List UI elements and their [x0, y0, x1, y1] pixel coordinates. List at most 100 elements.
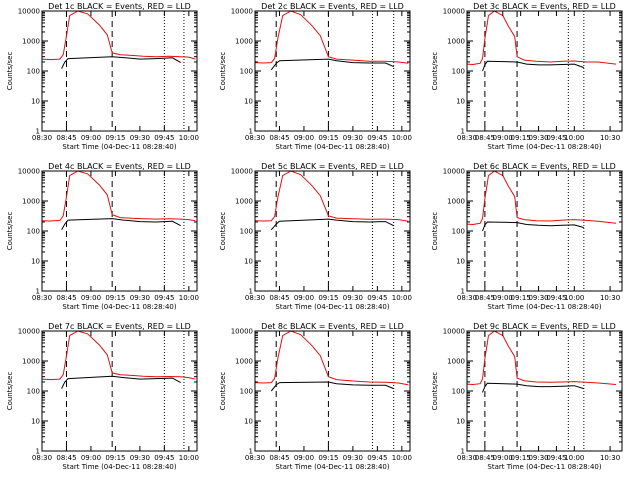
- y-tick-label: 1: [36, 448, 40, 456]
- y-tick-label: 10000: [18, 328, 40, 336]
- x-tick-label: 09:00: [294, 454, 314, 462]
- x-tick-label: 08:30: [245, 134, 265, 142]
- chart-panel-4: Det 4c BLACK = Events, RED = LLD 1 10 100 10…: [6, 162, 199, 311]
- plot-frame: [41, 10, 198, 132]
- x-tick-label: 09:15: [105, 294, 125, 302]
- x-axis-label: Start Time (04-Dec-11 08:28:40): [62, 463, 176, 471]
- x-tick-label: 09:45: [154, 294, 174, 302]
- plot-frame: [466, 170, 623, 292]
- series-events-line: [61, 56, 181, 69]
- chart-title: Det 5c BLACK = Events, RED = LLD: [261, 162, 404, 171]
- series-lld-line: [466, 10, 617, 66]
- y-tick-label: 100: [240, 388, 253, 396]
- x-tick-label: 09:30: [343, 454, 363, 462]
- y-tick-label: 100: [240, 68, 253, 76]
- y-tick-label: 10: [244, 258, 253, 266]
- y-tick-label: 1: [461, 128, 465, 136]
- chart-panel-2: Det 2c BLACK = Events, RED = LLD 1 10 100 10…: [219, 2, 412, 151]
- chart-panel-7: Det 7c BLACK = Events, RED = LLD 1 10 100 10…: [6, 322, 199, 471]
- y-tick-label: 1000: [447, 38, 465, 46]
- x-tick-label: 09:00: [294, 134, 314, 142]
- chart-title: Det 2c BLACK = Events, RED = LLD: [261, 2, 404, 11]
- x-tick-label: 09:45: [367, 134, 387, 142]
- x-tick-label: 09:45: [546, 454, 566, 462]
- chart-title: Det 7c BLACK = Events, RED = LLD: [48, 322, 191, 331]
- y-axis-label: Counts/sec: [6, 372, 14, 411]
- y-tick-label: 10: [456, 418, 465, 426]
- y-tick-label: 1: [249, 288, 253, 296]
- y-axis-label: Counts/sec: [431, 212, 439, 251]
- x-tick-label: 09:30: [528, 134, 548, 142]
- series-lld-line: [466, 170, 617, 226]
- x-tick-label: 08:45: [56, 134, 76, 142]
- y-tick-label: 10: [31, 258, 40, 266]
- x-tick-label: 09:00: [294, 294, 314, 302]
- plot-frame: [466, 330, 623, 452]
- x-tick-label: 09:30: [343, 134, 363, 142]
- x-tick-label: 08:45: [56, 294, 76, 302]
- x-tick-label: 09:45: [154, 134, 174, 142]
- y-tick-label: 1000: [22, 38, 40, 46]
- x-tick-label: 09:45: [546, 134, 566, 142]
- y-tick-label: 1000: [235, 358, 253, 366]
- x-axis-label: Start Time (04-Dec-11 08:28:40): [62, 303, 176, 311]
- series-lld-line: [254, 10, 409, 64]
- y-tick-label: 1: [461, 448, 465, 456]
- x-tick-label: 09:00: [81, 454, 101, 462]
- x-tick-label: 10:30: [600, 294, 620, 302]
- x-tick-label: 10:30: [600, 134, 620, 142]
- y-tick-label: 1000: [22, 358, 40, 366]
- x-tick-label: 09:00: [81, 294, 101, 302]
- series-events-line: [482, 221, 584, 232]
- x-tick-label: 09:15: [105, 134, 125, 142]
- x-axis-label: Start Time (04-Dec-11 08:28:40): [275, 143, 389, 151]
- y-tick-label: 10: [244, 418, 253, 426]
- y-axis-label: Counts/sec: [219, 212, 227, 251]
- x-tick-label: 08:30: [245, 454, 265, 462]
- x-tick-label: 09:15: [511, 134, 531, 142]
- y-axis-label: Counts/sec: [6, 52, 14, 91]
- x-tick-label: 08:45: [269, 454, 289, 462]
- x-tick-label: 10:00: [564, 134, 584, 142]
- x-tick-label: 10:00: [179, 294, 199, 302]
- series-lld-line: [41, 170, 196, 222]
- series-lld-line: [41, 330, 196, 381]
- x-tick-label: 10:00: [392, 454, 412, 462]
- x-axis-label: Start Time (04-Dec-11 08:28:40): [275, 463, 389, 471]
- y-tick-label: 100: [240, 228, 253, 236]
- chart-title: Det 6c BLACK = Events, RED = LLD: [473, 162, 616, 171]
- y-axis-label: Counts/sec: [431, 372, 439, 411]
- chart-panel-6: Det 6c BLACK = Events, RED = LLD 1 10 100 10…: [431, 162, 623, 311]
- x-tick-label: 09:45: [367, 454, 387, 462]
- series-events-line: [61, 375, 181, 389]
- x-tick-label: 09:30: [528, 454, 548, 462]
- series-events-line: [61, 218, 181, 231]
- x-axis-label: Start Time (04-Dec-11 08:28:40): [487, 463, 601, 471]
- y-tick-label: 1: [36, 128, 40, 136]
- y-tick-label: 1000: [22, 198, 40, 206]
- y-tick-label: 100: [452, 388, 465, 396]
- x-tick-label: 09:15: [511, 294, 531, 302]
- y-tick-label: 10: [31, 98, 40, 106]
- x-tick-label: 09:00: [493, 454, 513, 462]
- series-events-line: [482, 382, 584, 393]
- y-axis-label: Counts/sec: [431, 52, 439, 91]
- x-tick-label: 09:45: [546, 294, 566, 302]
- series-events-line: [270, 381, 394, 392]
- chart-title: Det 4c BLACK = Events, RED = LLD: [48, 162, 191, 171]
- x-tick-label: 09:15: [318, 454, 338, 462]
- x-tick-label: 10:00: [392, 134, 412, 142]
- x-tick-label: 09:45: [367, 294, 387, 302]
- x-tick-label: 10:00: [179, 134, 199, 142]
- plot-frame: [41, 330, 198, 452]
- x-tick-label: 09:30: [130, 294, 150, 302]
- y-tick-label: 100: [27, 228, 40, 236]
- series-lld-line: [254, 170, 409, 222]
- plot-frame: [41, 170, 198, 292]
- chart-panel-8: Det 8c BLACK = Events, RED = LLD 1 10 100 10…: [219, 322, 412, 471]
- x-tick-label: 09:15: [318, 294, 338, 302]
- y-tick-label: 100: [27, 388, 40, 396]
- y-tick-label: 1: [36, 288, 40, 296]
- x-tick-label: 08:30: [32, 454, 52, 462]
